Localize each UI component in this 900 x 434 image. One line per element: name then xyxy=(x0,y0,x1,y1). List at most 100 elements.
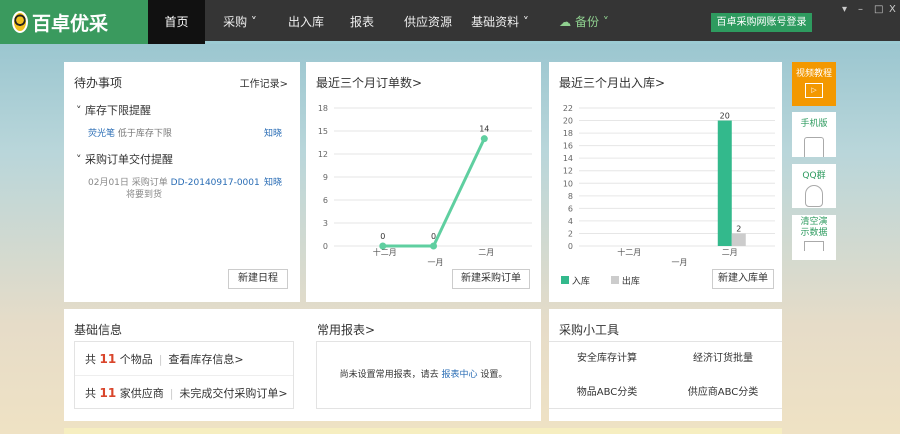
x-tick-label: 一月 xyxy=(672,258,688,267)
new-schedule-button[interactable]: 新建日程 xyxy=(228,269,288,289)
items-row: 共 11 个物品 | 查看库存信息> xyxy=(75,342,293,376)
eoq-tool[interactable]: 经济订货批量 xyxy=(693,353,753,364)
stock-card: 最近三个月出入库> 0 2 4 6 8 10 12 14 16 18 20 22 十二月 一月 二月 20 2 … xyxy=(549,62,782,302)
y-tick-label: 4 xyxy=(568,217,573,226)
tools-title: 采购小工具 xyxy=(559,323,620,337)
new-purchase-order-button[interactable]: 新建采购订单 xyxy=(452,269,530,289)
stock-alert-item: 荧光笔 低于库存下限 xyxy=(88,126,172,139)
y-tick-label: 22 xyxy=(563,104,573,113)
date: 02月01日 xyxy=(88,178,129,188)
acknowledge-link[interactable]: 知晓 xyxy=(264,178,283,188)
section-delivery-alert[interactable]: ˅ 采购订单交付提醒 xyxy=(76,153,173,166)
info-card: 基础信息 共 11 个物品 | 查看库存信息> 共 11 家供应商 | 未完成交付采购订… xyxy=(64,309,541,421)
section-stock-alert[interactable]: ˅ 库存下限提醒 xyxy=(76,104,151,117)
prefix: 共 xyxy=(85,353,96,366)
series-line xyxy=(382,138,486,248)
data-point xyxy=(379,242,387,250)
logo[interactable]: 百卓优采 xyxy=(0,0,148,44)
x-tick-label: 二月 xyxy=(722,248,738,257)
item-link[interactable]: 荧光笔 xyxy=(88,129,116,139)
stock-title[interactable]: 最近三个月出入库> xyxy=(559,76,666,90)
data-label: 2 xyxy=(736,224,741,233)
suffix: 家供应商 xyxy=(119,387,164,400)
report-center-link[interactable]: 报表中心 xyxy=(441,370,478,380)
y-tick-label: 9 xyxy=(323,173,328,182)
y-tick-label: 20 xyxy=(563,117,573,126)
suffix: 个物品 xyxy=(119,353,153,366)
legend-label: 入库 xyxy=(571,277,590,287)
work-log-link[interactable]: 工作记录> xyxy=(239,79,288,90)
basic-info-title: 基础信息 xyxy=(74,323,123,337)
bar-out xyxy=(731,233,746,246)
orders-card: 最近三个月订单数> 0 3 6 9 12 15 18 十二月 一月 二月 0 0 14 新建采购订单 xyxy=(306,62,541,302)
nav-reports[interactable]: 报表 xyxy=(349,15,374,29)
nav-backup[interactable]: ☁ 备份 ˅ xyxy=(556,0,612,44)
prefix: 共 xyxy=(85,387,96,400)
tools-card: 采购小工具 安全库存计算 经济订货批量 物品ABC分类 供应商ABC分类 xyxy=(549,309,782,421)
mobile-version-button[interactable]: 手机版 xyxy=(792,112,836,157)
todo-card: 待办事项 工作记录> ˅ 库存下限提醒 荧光笔 低于库存下限 知晓 ˅ 采购订单… xyxy=(64,62,300,302)
maximize-button[interactable]: □ xyxy=(874,4,884,15)
clear-demo-data-button[interactable]: 清空演示数据 xyxy=(792,215,836,260)
nav-stock[interactable]: 出入库 xyxy=(287,15,324,29)
y-tick-label: 15 xyxy=(318,127,328,136)
account-login-button[interactable]: 百卓采购网账号登录 xyxy=(711,13,812,32)
suppliers-row: 共 11 家供应商 | 未完成交付采购订单> xyxy=(85,386,288,400)
y-tick-label: 6 xyxy=(323,196,328,205)
close-button[interactable]: X xyxy=(889,4,896,15)
reports-title[interactable]: 常用报表> xyxy=(317,323,376,337)
x-tick-label: 十二月 xyxy=(617,247,641,257)
y-tick-label: 12 xyxy=(318,150,328,159)
item-text: 采购订单 xyxy=(131,178,168,188)
data-label: 20 xyxy=(720,112,730,121)
orders-title[interactable]: 最近三个月订单数> xyxy=(316,76,423,90)
data-label: 0 xyxy=(380,232,385,241)
order-link[interactable]: DD-20140917-0001 xyxy=(170,178,260,188)
item-abc-tool[interactable]: 物品ABC分类 xyxy=(576,387,638,398)
delivery-alert-item: 02月01日 采购订单 DD-20140917-0001 xyxy=(88,175,260,188)
supplier-count: 11 xyxy=(99,386,117,400)
y-tick-label: 12 xyxy=(563,167,573,176)
safety-stock-tool[interactable]: 安全库存计算 xyxy=(577,353,637,364)
logo-text: 百卓优采 xyxy=(32,12,109,35)
y-tick-label: 6 xyxy=(568,204,573,213)
qq-icon xyxy=(805,185,823,207)
y-tick-label: 0 xyxy=(568,242,573,251)
top-nav-bar: 百卓优采 首页 采购 ˅ 出入库 报表 供应资源 基础资料 ˅ ☁ 备份 ˅ 百… xyxy=(0,0,900,44)
data-label: 14 xyxy=(479,125,489,134)
legend-label: 出库 xyxy=(621,277,640,287)
video-tutorial-button[interactable]: 视频教程 ▷ xyxy=(792,62,836,106)
tools-box: 安全库存计算 经济订货批量 物品ABC分类 供应商ABC分类 xyxy=(549,341,782,409)
qq-group-button[interactable]: QQ群 xyxy=(792,164,836,208)
x-tick-label: 一月 xyxy=(428,258,444,267)
note: 将要到货 xyxy=(126,190,163,200)
minimize-button[interactable]: – xyxy=(858,4,863,15)
side-label: 手机版 xyxy=(800,119,828,129)
nav-purchase[interactable]: 采购 ˅ xyxy=(223,15,257,29)
nav-home[interactable]: 首页 xyxy=(148,0,205,44)
nav-suppliers[interactable]: 供应资源 xyxy=(403,15,452,29)
side-label: QQ群 xyxy=(802,171,826,181)
data-point xyxy=(430,242,438,250)
broom-icon xyxy=(804,241,824,251)
y-tick-label: 2 xyxy=(568,229,573,238)
pending-orders-link[interactable]: 未完成交付采购订单> xyxy=(179,387,288,400)
view-inventory-link[interactable]: 查看库存信息> xyxy=(168,353,244,366)
y-tick-label: 10 xyxy=(563,179,573,188)
item-count: 11 xyxy=(99,352,117,366)
pin-icon[interactable]: ▾ xyxy=(842,4,848,15)
section-title: 采购订单交付提醒 xyxy=(85,153,173,166)
y-tick-label: 16 xyxy=(563,142,573,151)
new-inbound-button[interactable]: 新建入库单 xyxy=(712,269,774,289)
backup-label: 备份 ˅ xyxy=(575,15,609,29)
acknowledge-link[interactable]: 知晓 xyxy=(264,129,283,139)
supplier-abc-tool[interactable]: 供应商ABC分类 xyxy=(687,387,759,398)
bar-in xyxy=(717,120,732,246)
side-label: 视频教程 xyxy=(795,69,832,79)
phone-icon xyxy=(804,137,824,157)
nav-basic-data[interactable]: 基础资料 ˅ xyxy=(471,15,529,29)
legend-swatch xyxy=(561,276,569,284)
data-point xyxy=(480,135,488,143)
